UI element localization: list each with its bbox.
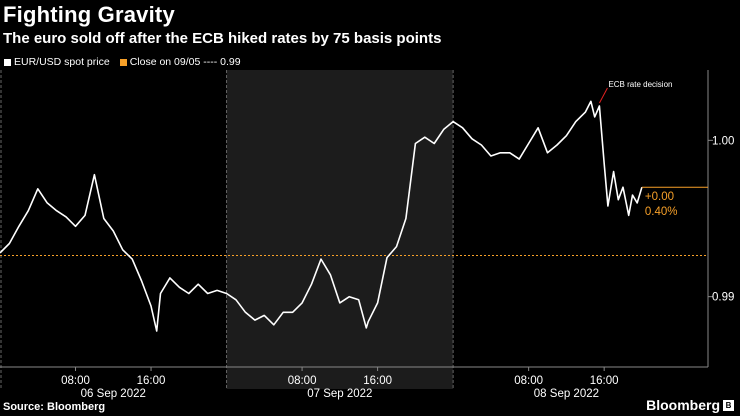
shaded-band-0: [227, 70, 454, 389]
x-tick-label-1: 16:00: [137, 375, 166, 387]
day-label-0: 06 Sep 2022: [81, 388, 146, 400]
x-tick-label-2: 08:00: [288, 375, 317, 387]
change-label: 0.40%: [645, 206, 678, 218]
day-label-1: 07 Sep 2022: [307, 388, 372, 400]
bloomberg-b-icon: B: [723, 400, 734, 411]
x-tick-label-5: 16:00: [590, 375, 619, 387]
annotation-label: ECB rate decision: [608, 80, 672, 89]
brand-logo: Bloomberg B: [646, 397, 734, 413]
day-label-2: 08 Sep 2022: [534, 388, 599, 400]
last-value-label: +0.00: [645, 191, 674, 203]
source-note: Source: Bloomberg: [3, 401, 105, 413]
y-tick-label-1: 1.00: [712, 135, 734, 147]
brand-name: Bloomberg: [646, 397, 720, 413]
y-tick-label-0: 0.99: [712, 292, 734, 304]
x-tick-label-0: 08:00: [61, 375, 90, 387]
annotation-pointer: [599, 88, 607, 103]
x-tick-label-4: 08:00: [514, 375, 543, 387]
x-tick-label-3: 16:00: [363, 375, 392, 387]
